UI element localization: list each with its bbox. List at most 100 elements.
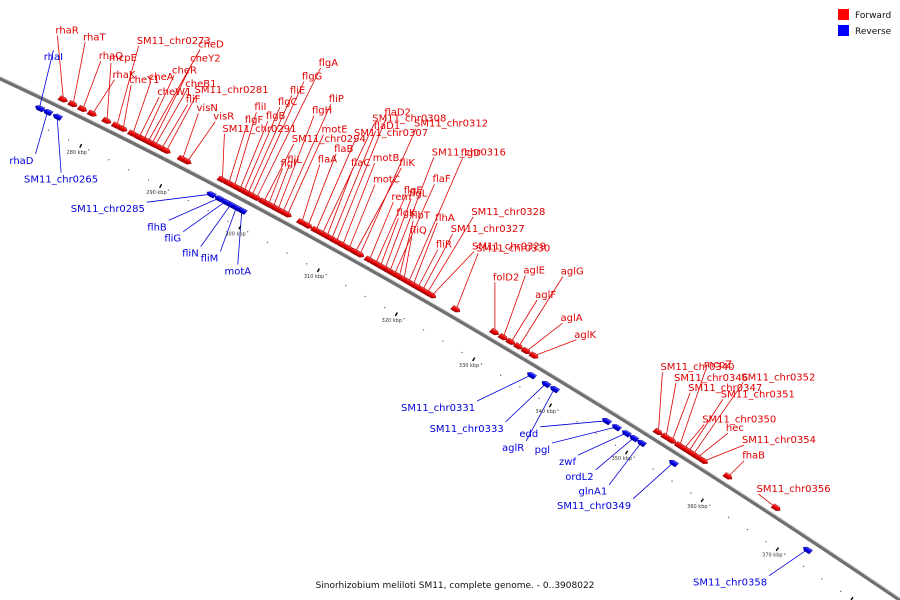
scale-tick-label: 330 kbp xyxy=(459,363,479,369)
scale-dot xyxy=(480,363,483,365)
gene-label-leader xyxy=(422,233,453,291)
gene-label-flii: fliI xyxy=(254,102,266,113)
gene-arrow-rhak xyxy=(86,109,97,117)
gene-label-leader xyxy=(237,210,243,265)
gene-label-leader xyxy=(315,138,357,231)
gene-label-flhb: flhB xyxy=(147,222,167,233)
gene-label-leader xyxy=(72,42,86,105)
gene-label-leader xyxy=(595,437,634,471)
gene-label-leader xyxy=(375,195,407,264)
gene-label-flga: flgA xyxy=(319,58,339,69)
gene-label-leader xyxy=(268,168,283,205)
scale-dot xyxy=(461,351,463,354)
gene-label-ordl2: ordL2 xyxy=(565,472,593,483)
gene-label-leader xyxy=(228,125,248,184)
gene-label-leader xyxy=(703,444,745,462)
scale-dot xyxy=(633,456,635,458)
gene-label-leader xyxy=(222,133,225,180)
scale-tick xyxy=(472,357,476,362)
scale-dot xyxy=(709,504,711,506)
scale-dot xyxy=(765,541,767,543)
gene-label-rhak: rhaK xyxy=(113,70,136,81)
gene-label-motc: motC xyxy=(373,175,400,186)
gene-label-sm11_chr0265: SM11_chr0265 xyxy=(24,175,98,186)
gene-label-leader xyxy=(577,432,627,456)
scale-dot xyxy=(784,553,786,555)
scale-dot xyxy=(305,263,308,265)
gene-label-leader xyxy=(455,253,479,310)
scale-dot xyxy=(690,492,692,494)
gene-label-agla: aglA xyxy=(561,313,583,324)
gene-arrow-aglf xyxy=(505,337,516,345)
gene-label-aglf: aglF xyxy=(535,290,556,301)
scale-tick-label: 280 kbp xyxy=(67,150,87,156)
gene-label-leader xyxy=(39,50,54,109)
scale-tick-label: 360 kbp xyxy=(687,504,707,510)
gene-label-leader xyxy=(540,420,607,428)
gene-arrow-visr xyxy=(181,157,192,165)
gene-label-cher: cheR xyxy=(172,66,197,77)
gene-arrow-sm11_chr0330 xyxy=(450,305,461,313)
scale-dot xyxy=(266,241,269,244)
gene-label-sm11_chr0352: SM11_chr0352 xyxy=(741,372,815,383)
gene-label-sm11_chr0327: SM11_chr0327 xyxy=(451,224,525,235)
gene-arrow-sm11_chr0281 xyxy=(160,146,171,154)
scale-dot xyxy=(128,169,130,171)
gene-label-leader xyxy=(398,220,414,277)
gene-arrow-sm11_chr0285 xyxy=(206,191,217,199)
gene-label-visn: visN xyxy=(197,103,218,114)
gene-label-leader xyxy=(768,549,808,577)
gene-label-sm11_chr0354: SM11_chr0354 xyxy=(742,435,816,446)
gene-arrow-flga xyxy=(250,193,261,201)
gene-label-flac: flaC xyxy=(351,158,370,169)
gene-arrow-sm11_chr0331 xyxy=(526,372,538,380)
legend-swatch-reverse xyxy=(838,25,849,36)
gene-label-leader xyxy=(380,217,399,267)
gene-label-leader xyxy=(688,399,724,452)
gene-label-rem: rem xyxy=(391,192,411,203)
gene-label-fold2: folD2 xyxy=(493,272,519,283)
scale-dot xyxy=(840,590,842,593)
scale-dot xyxy=(576,421,578,423)
gene-label-leader xyxy=(665,382,677,438)
gene-label-glna1: glnA1 xyxy=(579,487,608,498)
gene-arrow-rhar xyxy=(57,95,68,103)
scale-dot xyxy=(383,306,386,309)
gene-arrow-ordl2 xyxy=(629,435,640,443)
scale-tick-label: 300 kbp xyxy=(225,232,245,238)
gene-label-leader xyxy=(282,103,332,213)
gene-label-leader xyxy=(82,60,102,110)
gene-label-leader xyxy=(234,112,257,187)
scale-dot xyxy=(422,329,425,331)
scale-dot xyxy=(727,516,730,519)
scale-tick xyxy=(316,268,320,273)
gene-label-flaf: flaF xyxy=(433,174,451,185)
gene-label-leader xyxy=(301,164,321,223)
gene-label-leader xyxy=(671,392,691,441)
gene-arrow-agla xyxy=(520,346,531,355)
gene-label-flif: fliF xyxy=(186,94,201,105)
gene-label-sm11_chr0331: SM11_chr0331 xyxy=(401,403,475,414)
gene-label-leader xyxy=(57,35,64,100)
gene-label-leader xyxy=(182,201,226,233)
genome-backbone xyxy=(0,76,900,600)
gene-label-rhat: rhaT xyxy=(83,32,106,43)
gene-label-leader xyxy=(534,339,577,357)
scale-dot xyxy=(207,210,209,212)
scale-dot xyxy=(227,220,229,222)
gene-label-sm11_chr0329: SM11_chr0329 xyxy=(472,242,546,253)
gene-arrow-pgl xyxy=(612,424,623,432)
gene-label-flgl: flgL xyxy=(409,189,428,200)
gene-arrow-aglr xyxy=(550,386,561,394)
legend-swatch-forward xyxy=(838,9,849,20)
gene-label-hec: hec xyxy=(726,423,744,434)
gene-label-leader xyxy=(239,120,269,190)
gene-arrow-fhab xyxy=(722,472,733,480)
gene-label-leader xyxy=(336,117,387,242)
scale-dot xyxy=(652,468,654,470)
gene-label-flgd: flgD xyxy=(461,148,482,159)
gene-label-leader xyxy=(331,130,377,239)
gene-label-leader xyxy=(412,222,438,285)
gene-label-leader xyxy=(166,94,197,152)
